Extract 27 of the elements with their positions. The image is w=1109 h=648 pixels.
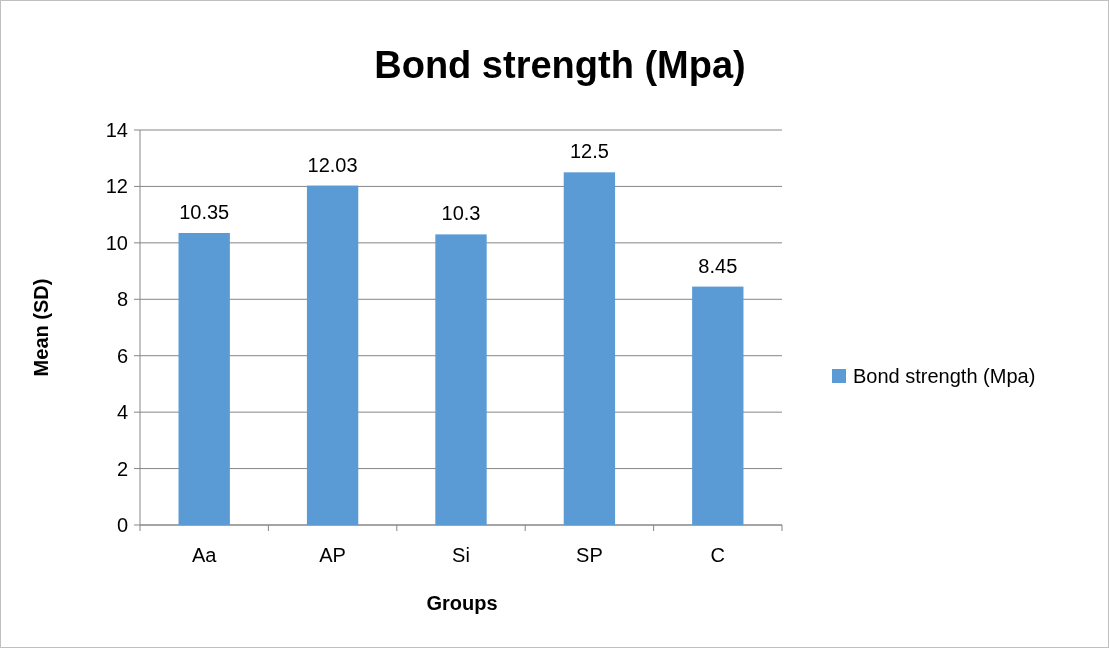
x-tick-label: SP — [576, 544, 603, 566]
legend-label: Bond strength (Mpa) — [853, 365, 1036, 387]
bar — [178, 232, 230, 525]
y-tick-label: 4 — [116, 401, 128, 424]
y-tick-label: 14 — [105, 119, 128, 141]
bar — [435, 234, 487, 525]
bar — [563, 172, 616, 525]
y-tick-label: 6 — [116, 344, 128, 367]
bar — [306, 185, 359, 525]
x-tick-label: Aa — [191, 544, 218, 566]
data-label: 12.03 — [307, 153, 358, 176]
y-tick-label: 10 — [105, 231, 128, 254]
chart-title: Bond strength (Mpa) — [374, 44, 746, 86]
x-tick-label: C — [710, 544, 726, 566]
y-tick-label: 8 — [116, 288, 128, 311]
data-label: 10.3 — [441, 202, 481, 225]
y-tick-label: 2 — [116, 457, 128, 480]
x-axis-title: Groups — [426, 592, 498, 614]
y-axis-title: Mean (SD) — [30, 278, 52, 377]
data-label: 8.45 — [698, 254, 738, 277]
y-tick-label: 12 — [105, 175, 128, 198]
y-tick-label: 0 — [116, 514, 128, 536]
bar — [692, 286, 744, 525]
data-label: 12.5 — [569, 140, 609, 163]
x-tick-label: AP — [319, 544, 346, 566]
x-tick-label: Si — [452, 544, 470, 566]
data-label: 10.35 — [179, 200, 230, 223]
